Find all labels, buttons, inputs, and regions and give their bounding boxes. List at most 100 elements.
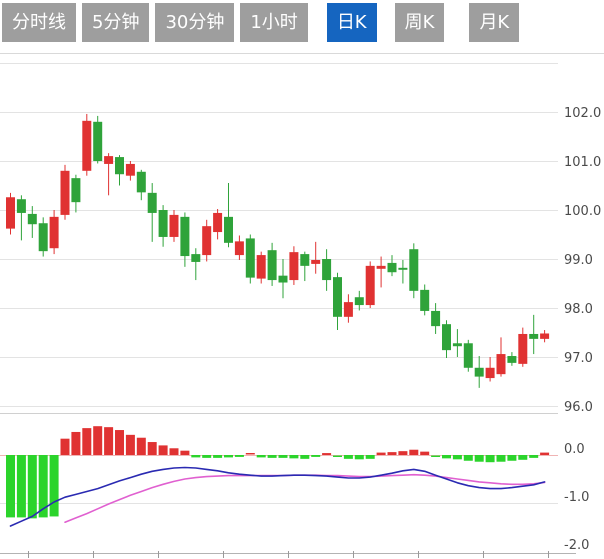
candle	[496, 337, 506, 377]
tab-5min[interactable]: 5分钟	[82, 3, 150, 42]
tab-1hour[interactable]: 1小时	[240, 3, 308, 42]
macd-hist-bar-negative	[431, 455, 441, 457]
macd-hist-bar-negative	[311, 455, 321, 457]
candle-body	[71, 178, 81, 203]
macd-hist-bar-negative	[474, 455, 484, 462]
macd-hist-bar-negative	[278, 455, 288, 458]
candle	[38, 217, 48, 257]
candle	[6, 192, 15, 235]
candle-body	[60, 170, 70, 215]
candle	[82, 113, 92, 176]
macd-hist-bar-positive	[125, 434, 135, 455]
macd-hist-bar-negative	[496, 455, 506, 462]
macd-hist-bar-negative	[518, 455, 528, 460]
tab-timeshare[interactable]: 分时线	[2, 3, 76, 42]
macd-hist-bar-positive	[136, 437, 146, 455]
axis-labels-layer: 102.0 101.0 100.0 99.0 98.0 97.0 96.0 0.0 -1.0 -2…	[564, 106, 601, 553]
candle-body	[147, 192, 157, 213]
macd-hist-bar-positive	[147, 442, 157, 455]
candle-body	[540, 333, 550, 339]
candle	[115, 155, 124, 186]
candle	[267, 242, 277, 286]
macd-hist-bar-negative	[354, 455, 364, 460]
candle-body	[322, 259, 332, 281]
macd-hist-bar-negative	[452, 455, 462, 460]
candle	[322, 249, 332, 291]
macd-axis-label: -2.0	[564, 538, 589, 553]
candle	[245, 234, 255, 284]
candle-body	[365, 265, 375, 306]
candle-body	[27, 213, 37, 225]
candle-body	[245, 238, 255, 278]
macd-hist-bar-positive	[376, 452, 386, 455]
candle	[474, 356, 484, 388]
macd-hist-bar-negative	[202, 455, 212, 458]
macd-hist-bar-positive	[71, 431, 81, 455]
tab-daily-k[interactable]: 日K	[326, 3, 377, 42]
candle	[518, 327, 528, 367]
candle-body	[485, 367, 495, 379]
candle-body	[300, 254, 310, 266]
candle-body	[125, 163, 135, 176]
candle-body	[311, 259, 321, 264]
macd-hist-bar-negative	[27, 455, 37, 519]
macd-hist-bar-negative	[289, 455, 299, 459]
macd-hist-bar-negative	[267, 455, 277, 458]
macd-hist-bar-negative	[6, 455, 15, 518]
macd-hist-bar-negative	[191, 455, 201, 458]
candle	[540, 330, 550, 343]
candle-body	[474, 367, 484, 377]
macd-hist-bar-negative	[16, 455, 26, 518]
candle	[213, 209, 223, 240]
candle-body	[267, 250, 277, 281]
price-axis-label: 101.0	[564, 155, 601, 170]
candle	[256, 251, 266, 284]
candle	[300, 251, 310, 282]
price-axis-label: 97.0	[564, 351, 593, 366]
macd-hist-bar-negative	[507, 455, 517, 461]
macd-layer	[6, 426, 550, 527]
candle	[289, 246, 299, 285]
candle-body	[354, 297, 364, 306]
candle	[49, 210, 59, 255]
candle-body	[104, 156, 114, 164]
candle-body	[224, 216, 233, 243]
macd-hist-bar-negative	[485, 455, 495, 463]
candlestick-layer	[6, 113, 550, 388]
macd-hist-bar-positive	[115, 430, 124, 455]
candle	[104, 153, 114, 196]
candle	[71, 174, 81, 213]
macd-hist-bar-negative	[234, 455, 244, 457]
candle-body	[38, 223, 48, 252]
candle	[485, 357, 495, 382]
macd-hist-bar-negative	[49, 455, 59, 517]
candle-body	[420, 289, 430, 311]
candle-body	[376, 265, 386, 269]
tab-weekly-k[interactable]: 周K	[394, 3, 445, 42]
macd-hist-bar-positive	[398, 451, 408, 455]
candle	[93, 115, 103, 164]
candle-body	[202, 226, 212, 256]
tab-monthly-k[interactable]: 月K	[469, 3, 520, 42]
macd-hist-bar-positive	[322, 453, 332, 455]
macd-hist-bar-negative	[365, 455, 375, 459]
candle	[398, 259, 408, 284]
candle-body	[158, 210, 168, 237]
macd-hist-bar-negative	[224, 455, 233, 458]
candle-body	[16, 199, 26, 213]
candle-body	[82, 120, 92, 171]
macd-hist-bar-positive	[158, 445, 168, 455]
macd-hist-bar-positive	[169, 448, 179, 455]
candle	[529, 314, 539, 355]
candle-body	[191, 254, 201, 262]
candle-body	[180, 216, 190, 257]
candle-body	[442, 324, 451, 351]
tab-30min[interactable]: 30分钟	[155, 3, 235, 42]
candle-body	[431, 310, 441, 327]
candle-body	[507, 356, 517, 363]
macd-hist-bar-negative	[300, 455, 310, 459]
candle-body	[518, 333, 528, 364]
macd-hist-bar-positive	[245, 453, 255, 455]
